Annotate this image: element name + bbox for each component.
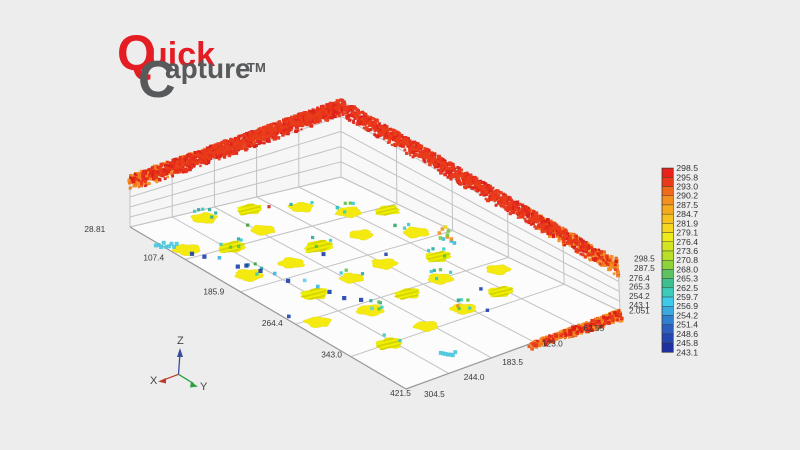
svg-text:183.5: 183.5 [502, 357, 523, 367]
svg-text:264.4: 264.4 [262, 318, 283, 328]
svg-text:244.0: 244.0 [464, 372, 485, 382]
svg-text:343.0: 343.0 [321, 350, 342, 360]
svg-text:243.1: 243.1 [676, 347, 698, 357]
svg-text:Z: Z [177, 335, 184, 347]
svg-text:TM: TM [247, 60, 266, 75]
svg-text:Y: Y [200, 381, 208, 393]
svg-text:421.5: 421.5 [390, 388, 411, 398]
svg-text:apture: apture [165, 53, 251, 84]
svg-text:123.0: 123.0 [542, 339, 563, 349]
svg-text:X: X [150, 375, 158, 387]
svg-text:185.9: 185.9 [203, 287, 224, 297]
svg-text:28.81: 28.81 [84, 224, 105, 234]
svg-text:2.051: 2.051 [629, 306, 650, 316]
svg-text:62.55: 62.55 [584, 323, 605, 333]
svg-text:287.5: 287.5 [634, 263, 655, 273]
svg-text:107.4: 107.4 [143, 253, 164, 263]
svg-text:304.5: 304.5 [424, 389, 445, 399]
